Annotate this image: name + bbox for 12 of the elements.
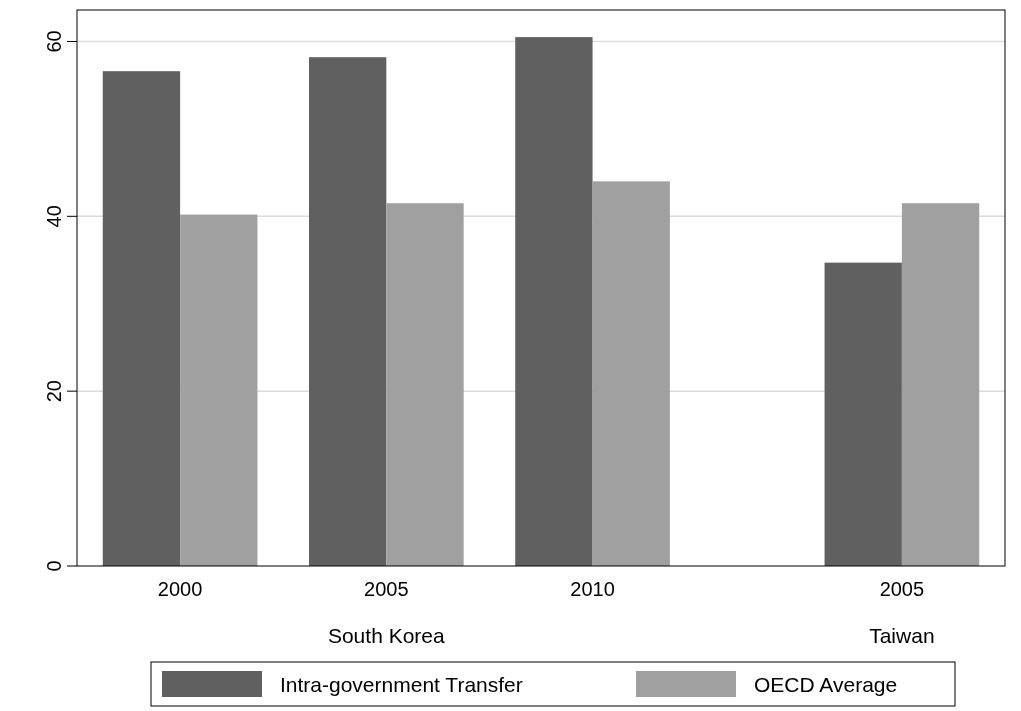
legend-label: OECD Average xyxy=(754,673,898,696)
x-tick-label: 2000 xyxy=(157,578,203,600)
y-tick-label: 20 xyxy=(43,380,65,403)
x-tick-label: 2005 xyxy=(364,578,409,600)
y-tick-label: 60 xyxy=(43,30,65,53)
legend-label: Intra-government Transfer xyxy=(280,673,523,696)
x-tick-label: 2010 xyxy=(570,578,615,600)
text: South Korea xyxy=(327,624,446,647)
y-tick-label: 40 xyxy=(43,205,65,228)
x-tick-label: 2005 xyxy=(879,578,925,600)
text: Taiwan xyxy=(869,624,935,647)
y-tick-label: 0 xyxy=(43,560,65,572)
